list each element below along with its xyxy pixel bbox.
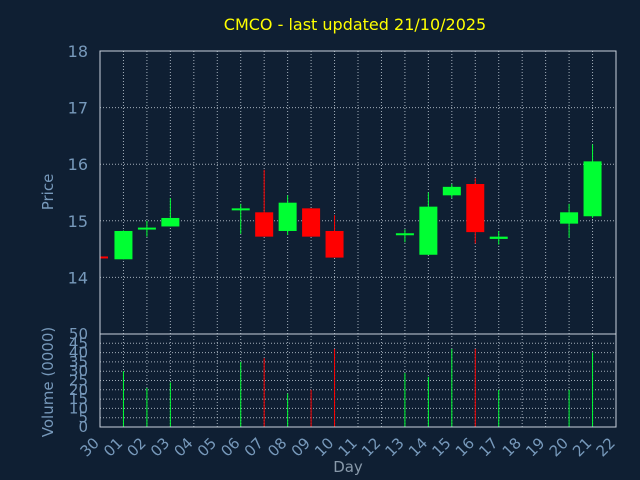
candle-body (325, 230, 344, 258)
x-tick-label: 20 (546, 434, 572, 460)
x-tick-label: 14 (405, 434, 431, 460)
volume-tick-label: 20 (69, 381, 88, 399)
candle-body (302, 208, 321, 237)
price-tick-label: 16 (68, 155, 88, 174)
x-tick-label: 12 (358, 434, 384, 460)
x-tick-label: 07 (241, 434, 267, 460)
candle-body (161, 217, 180, 227)
x-tick-label: 13 (382, 434, 408, 460)
x-axis-label: Day (333, 458, 363, 476)
x-tick-label: 11 (335, 434, 361, 460)
grid-lines (100, 51, 616, 427)
candle-body (231, 208, 250, 211)
x-tick-label: 03 (147, 434, 173, 460)
volume-panel-frame (99, 333, 617, 428)
candle-body (278, 202, 297, 231)
candle-body (395, 233, 414, 236)
x-tick-label: 06 (217, 434, 243, 460)
candle-body (560, 212, 579, 224)
x-tick-label: 08 (264, 434, 290, 460)
x-tick-label: 09 (288, 434, 314, 460)
volume-tick-label: 5 (78, 409, 88, 427)
price-tick-label: 15 (68, 212, 88, 231)
volume-tick-label: 30 (69, 362, 88, 380)
x-tick-label: 10 (311, 434, 337, 460)
volume-tick-label: 0 (78, 418, 88, 436)
volume-tick-label: 25 (69, 372, 88, 390)
x-tick-label: 30 (77, 434, 103, 460)
price-axis-label: Price (39, 174, 57, 211)
x-tick-label: 05 (194, 434, 220, 460)
candle-body (114, 230, 133, 260)
candle-body (489, 236, 508, 239)
price-tick-label: 17 (68, 99, 88, 118)
price-tick-label: 14 (68, 268, 88, 287)
candles (100, 144, 602, 260)
candle-body (466, 184, 485, 233)
chart-title: CMCO - last updated 21/10/2025 (224, 15, 486, 34)
candle-body (419, 206, 438, 255)
price-tick-label: 18 (68, 42, 88, 61)
candle-body (442, 186, 461, 196)
candle-body (583, 161, 602, 217)
volume-tick-label: 50 (69, 325, 88, 343)
x-tick-label: 17 (475, 434, 501, 460)
volume-bars (122, 348, 594, 427)
candle-body (255, 212, 274, 237)
volume-tick-label: 40 (69, 344, 88, 362)
x-tick-label: 01 (100, 434, 126, 460)
x-tick-label: 19 (522, 434, 548, 460)
volume-tick-label: 35 (69, 353, 88, 371)
x-tick-label: 02 (124, 434, 150, 460)
candle-body (137, 227, 156, 230)
x-tick-label: 04 (170, 434, 196, 460)
volume-tick-label: 10 (69, 399, 88, 417)
candle-body (100, 256, 108, 259)
x-tick-label: 15 (428, 434, 454, 460)
x-tick-label: 22 (593, 434, 619, 460)
volume-axis-label: Volume (0000) (39, 327, 57, 437)
x-tick-label: 16 (452, 434, 478, 460)
volume-tick-label: 45 (69, 334, 88, 352)
x-tick-label: 21 (569, 434, 595, 460)
x-tick-label: 18 (499, 434, 525, 460)
volume-tick-label: 15 (69, 390, 88, 408)
